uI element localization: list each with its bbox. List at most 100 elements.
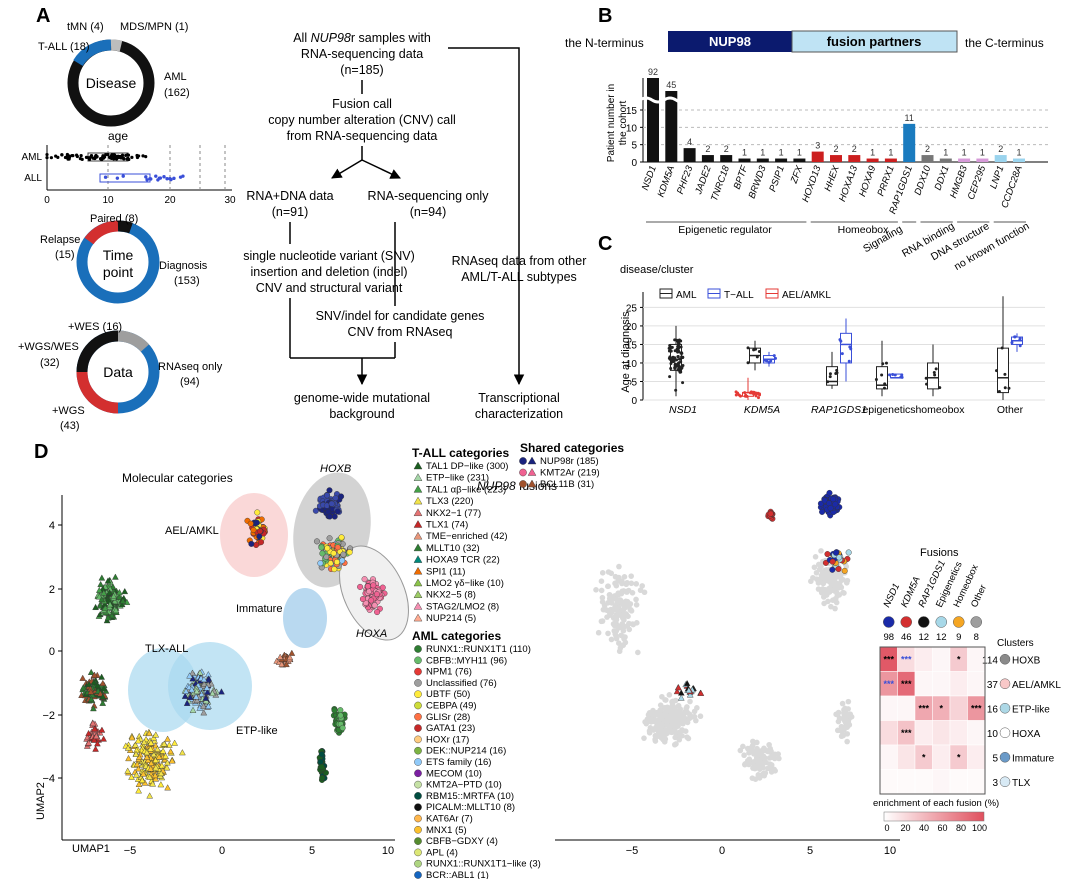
umap-bg-point — [669, 699, 675, 705]
umap-point — [333, 559, 340, 566]
flow-cnv-rnaseq: CNV from RNAseq — [348, 325, 453, 339]
umap-bg-point — [617, 645, 624, 651]
heat-cell — [879, 744, 898, 770]
age-point — [893, 373, 897, 377]
umap-bg-point — [760, 770, 767, 777]
umap-bg-point — [625, 602, 631, 609]
umap-point — [317, 758, 324, 765]
umap-ytick: 0 — [49, 646, 55, 658]
umap-bg-point — [844, 738, 850, 745]
fusions-title: Fusions — [920, 547, 959, 559]
age-dot-all — [121, 174, 125, 178]
umap-point — [204, 688, 211, 695]
umap-point — [318, 763, 325, 770]
umap-left-title: Molecular categories — [122, 471, 233, 485]
cluster-label-etp: ETP-like — [236, 725, 278, 737]
label-relapse-count: (15) — [55, 249, 75, 261]
umap-fusion-point — [832, 549, 839, 556]
umap-point — [158, 762, 166, 769]
legend-marker — [413, 555, 423, 563]
age-point — [673, 364, 677, 368]
umap-point — [276, 653, 284, 660]
umap-point — [146, 792, 154, 799]
flow-line-3: (n=185) — [340, 63, 383, 77]
umap-bg-point — [663, 697, 669, 703]
age-dot-aml — [102, 154, 106, 158]
age-point — [756, 396, 760, 400]
umap-right-xtick: 0 — [719, 845, 725, 857]
heat-cell — [914, 769, 933, 795]
umap-point — [192, 693, 200, 700]
age-point — [677, 361, 681, 365]
umap-ylabel: UMAP2 — [35, 782, 47, 820]
enrichment-tick: 20 — [900, 823, 910, 833]
umap-point — [370, 582, 377, 589]
umap-fusion-point — [686, 691, 694, 698]
age-point — [1003, 372, 1007, 376]
umap-bg-point — [612, 604, 618, 611]
label-paired: Paired (8) — [90, 213, 138, 225]
label-aml: AML — [164, 71, 187, 83]
c-ytick-label: 20 — [626, 322, 638, 333]
age-point — [673, 367, 677, 371]
umap-point — [368, 597, 375, 604]
age-dot-aml — [91, 156, 95, 160]
fusion-col-Other: Other — [969, 583, 989, 609]
label-relapse: Relapse — [40, 234, 80, 246]
umap-point — [258, 539, 265, 546]
umap-bg-point — [675, 723, 681, 729]
heat-star: * — [957, 752, 961, 762]
age-point — [678, 370, 682, 374]
cluster-dot-HOXB — [999, 654, 1011, 665]
legend-marker — [519, 480, 527, 488]
age-dot-all — [165, 177, 169, 181]
age-point — [1000, 346, 1004, 350]
age-dots — [45, 152, 185, 182]
cluster-name-ETP-like: ETP-like — [1012, 704, 1050, 715]
umap-bg-point — [811, 564, 818, 571]
age-dot-aml — [80, 157, 84, 161]
donut-segment-relapse — [84, 220, 119, 245]
heat-cell — [932, 744, 951, 770]
bar-CCDC28A — [1013, 158, 1025, 162]
umap-bg-point — [621, 574, 628, 580]
umap-point — [326, 535, 333, 542]
umap-bg-point — [610, 621, 617, 627]
umap-fusion-point — [829, 558, 836, 565]
umap-point — [90, 678, 98, 686]
bar-BPTF — [738, 158, 751, 162]
c-cat-homeobox: homeobox — [915, 404, 965, 416]
fusion-count-Other: 8 — [974, 632, 979, 643]
heat-star: *** — [918, 703, 929, 713]
age-dot-aml — [75, 153, 79, 157]
axis-break — [639, 96, 689, 104]
umap-bg-point — [834, 727, 841, 734]
flow-rna-only-n: (n=94) — [410, 205, 446, 219]
umap-point — [189, 669, 196, 676]
heat-star: *** — [901, 728, 912, 738]
age-point — [1010, 341, 1014, 345]
fusion-dot-KDM5A — [900, 616, 912, 628]
age-dot-aml — [95, 155, 99, 159]
age-point — [925, 382, 929, 386]
enrichment-tick: 60 — [937, 823, 947, 833]
bar-HOXA13 — [848, 155, 861, 162]
umap-bg-point — [675, 709, 682, 716]
umap-ytick: −4 — [42, 773, 55, 785]
cluster-dot-TLX — [999, 776, 1011, 787]
umap-bg-point — [813, 569, 820, 576]
age-dot-all — [158, 176, 163, 180]
umap-point — [116, 588, 123, 596]
cluster-label-tlx: TLX-ALL — [145, 643, 188, 655]
cluster-label-hoxa: HOXA — [356, 628, 387, 640]
age-tick-20: 20 — [164, 195, 176, 206]
age-point — [675, 338, 679, 342]
legend-marker — [414, 656, 422, 665]
bar-value-LNP1: 2 — [998, 144, 1003, 154]
umap-bg-point — [688, 714, 695, 720]
age-point — [676, 355, 680, 359]
group-label-noknown: no known function — [952, 220, 1031, 273]
umap-point — [182, 687, 190, 694]
bar-value-DDX1: 1 — [943, 148, 948, 158]
age-dot-all — [154, 174, 158, 178]
